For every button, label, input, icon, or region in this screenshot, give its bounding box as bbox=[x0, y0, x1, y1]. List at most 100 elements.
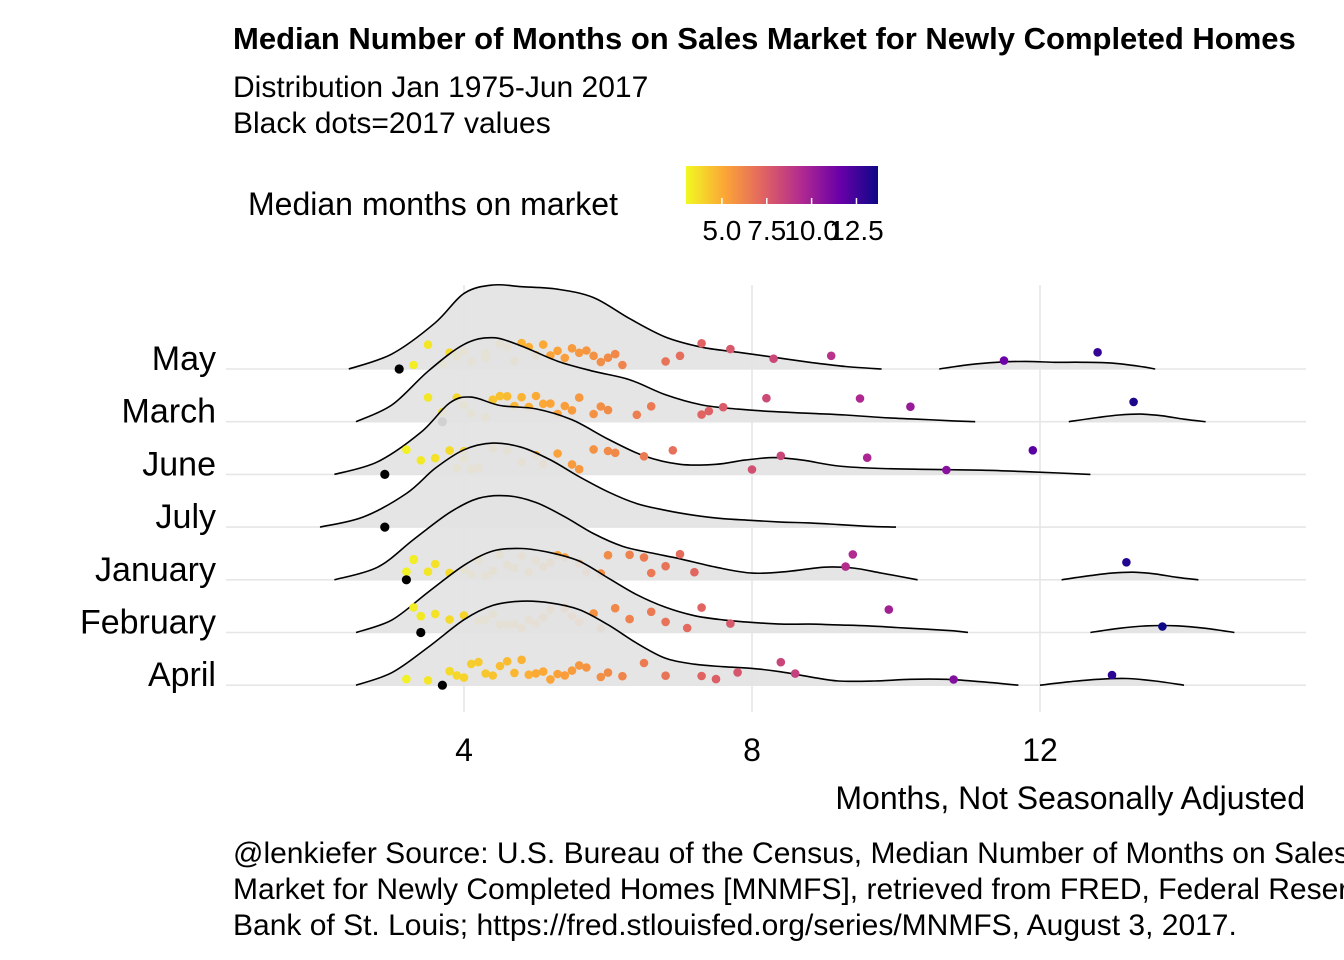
data-point-2017 bbox=[416, 627, 426, 638]
legend-tick-label: 7.5 bbox=[747, 215, 786, 246]
density-curve-secondary-area bbox=[1061, 572, 1199, 580]
data-point bbox=[646, 568, 656, 578]
data-point bbox=[423, 340, 433, 350]
data-point bbox=[474, 657, 483, 667]
x-axis-tick-label: 4 bbox=[455, 732, 473, 768]
data-point bbox=[538, 340, 548, 349]
data-point bbox=[416, 456, 426, 465]
data-point bbox=[402, 674, 411, 684]
data-point bbox=[999, 356, 1009, 365]
data-point bbox=[574, 348, 584, 358]
data-point bbox=[560, 353, 570, 363]
data-point bbox=[726, 619, 735, 628]
data-point bbox=[1129, 397, 1138, 407]
data-point bbox=[538, 399, 548, 409]
data-point bbox=[646, 607, 656, 617]
density-curve-area bbox=[356, 601, 1019, 686]
data-point bbox=[567, 460, 577, 469]
data-point bbox=[726, 344, 735, 354]
data-point bbox=[704, 406, 714, 416]
data-point bbox=[423, 393, 433, 402]
data-point bbox=[603, 446, 613, 456]
caption-line-3: Bank of St. Louis; https://fred.stlouisf… bbox=[233, 909, 1237, 942]
data-point bbox=[632, 410, 642, 420]
y-axis-label: February bbox=[80, 604, 216, 642]
data-point bbox=[423, 567, 433, 576]
data-point bbox=[445, 666, 454, 676]
y-axis-labels: May March June July January February April bbox=[80, 340, 216, 694]
data-point bbox=[430, 559, 440, 569]
data-point bbox=[747, 465, 757, 474]
data-point bbox=[567, 666, 577, 675]
data-point bbox=[502, 392, 512, 401]
data-point bbox=[430, 609, 440, 619]
data-point bbox=[639, 553, 649, 562]
chart-title: Median Number of Months on Sales Market … bbox=[233, 21, 1296, 56]
data-point bbox=[402, 567, 411, 576]
plot-panel: May March June July January February April 4 8 1… bbox=[80, 283, 1306, 768]
caption-line-1: @lenkiefer Source: U.S. Bureau of the Ce… bbox=[233, 837, 1344, 870]
data-point bbox=[639, 452, 649, 461]
data-point bbox=[553, 346, 562, 356]
data-point bbox=[524, 670, 534, 679]
data-point bbox=[603, 550, 613, 560]
data-point bbox=[430, 453, 440, 463]
data-point bbox=[610, 603, 620, 613]
density-curve-outline bbox=[355, 547, 969, 634]
data-point bbox=[884, 605, 894, 614]
data-point bbox=[625, 550, 634, 560]
data-point bbox=[445, 615, 454, 624]
data-point bbox=[445, 446, 454, 455]
data-point bbox=[596, 402, 606, 411]
data-point bbox=[517, 392, 526, 402]
data-point bbox=[409, 603, 418, 612]
legend-tick-label: 10.0 bbox=[784, 215, 839, 246]
grid-lines bbox=[226, 285, 1306, 712]
density-curve-outline bbox=[355, 600, 1019, 686]
caption-line-2: Market for Newly Completed Homes [MNMFS]… bbox=[233, 873, 1344, 906]
data-point bbox=[762, 393, 771, 403]
y-axis-label: April bbox=[148, 656, 216, 694]
data-point bbox=[862, 453, 872, 463]
data-point bbox=[603, 405, 613, 415]
data-point bbox=[841, 562, 850, 571]
data-point bbox=[560, 401, 570, 411]
data-point bbox=[690, 567, 699, 577]
data-point-2017 bbox=[380, 469, 390, 479]
data-point bbox=[826, 351, 836, 361]
chart-subtitle-line-2: Black dots=2017 values bbox=[233, 107, 551, 140]
data-point bbox=[409, 555, 418, 565]
density-curve-secondary-outline bbox=[1061, 571, 1199, 581]
data-point-2017 bbox=[380, 522, 390, 532]
data-point bbox=[1122, 558, 1131, 567]
x-axis-title: Months, Not Seasonally Adjusted bbox=[835, 780, 1305, 816]
data-point bbox=[582, 663, 591, 672]
data-point bbox=[531, 391, 541, 401]
data-point bbox=[1093, 348, 1102, 357]
y-axis-label: January bbox=[95, 551, 216, 589]
data-point bbox=[452, 671, 462, 680]
x-axis-tick-label: 12 bbox=[1022, 732, 1058, 768]
data-point bbox=[546, 675, 555, 684]
data-point bbox=[423, 676, 433, 685]
data-point bbox=[949, 675, 958, 684]
data-point bbox=[661, 671, 670, 680]
density-curve-secondary-outline bbox=[1068, 413, 1206, 423]
density-curve-secondary-area bbox=[1040, 678, 1184, 686]
data-point bbox=[855, 394, 865, 403]
ridges bbox=[319, 283, 1235, 690]
data-point bbox=[495, 661, 505, 671]
density-curve-outline bbox=[319, 442, 897, 528]
data-point bbox=[776, 657, 786, 667]
data-point bbox=[553, 669, 562, 679]
data-point bbox=[567, 344, 577, 353]
data-point bbox=[488, 671, 498, 680]
data-point bbox=[610, 448, 620, 458]
data-point bbox=[589, 351, 598, 361]
density-curve-outline bbox=[355, 336, 976, 423]
data-point bbox=[610, 349, 620, 359]
data-point-2017 bbox=[401, 575, 411, 585]
density-curve-outline bbox=[334, 494, 918, 581]
data-point bbox=[574, 661, 584, 670]
x-axis-tick-labels: 4 8 12 bbox=[455, 732, 1058, 768]
